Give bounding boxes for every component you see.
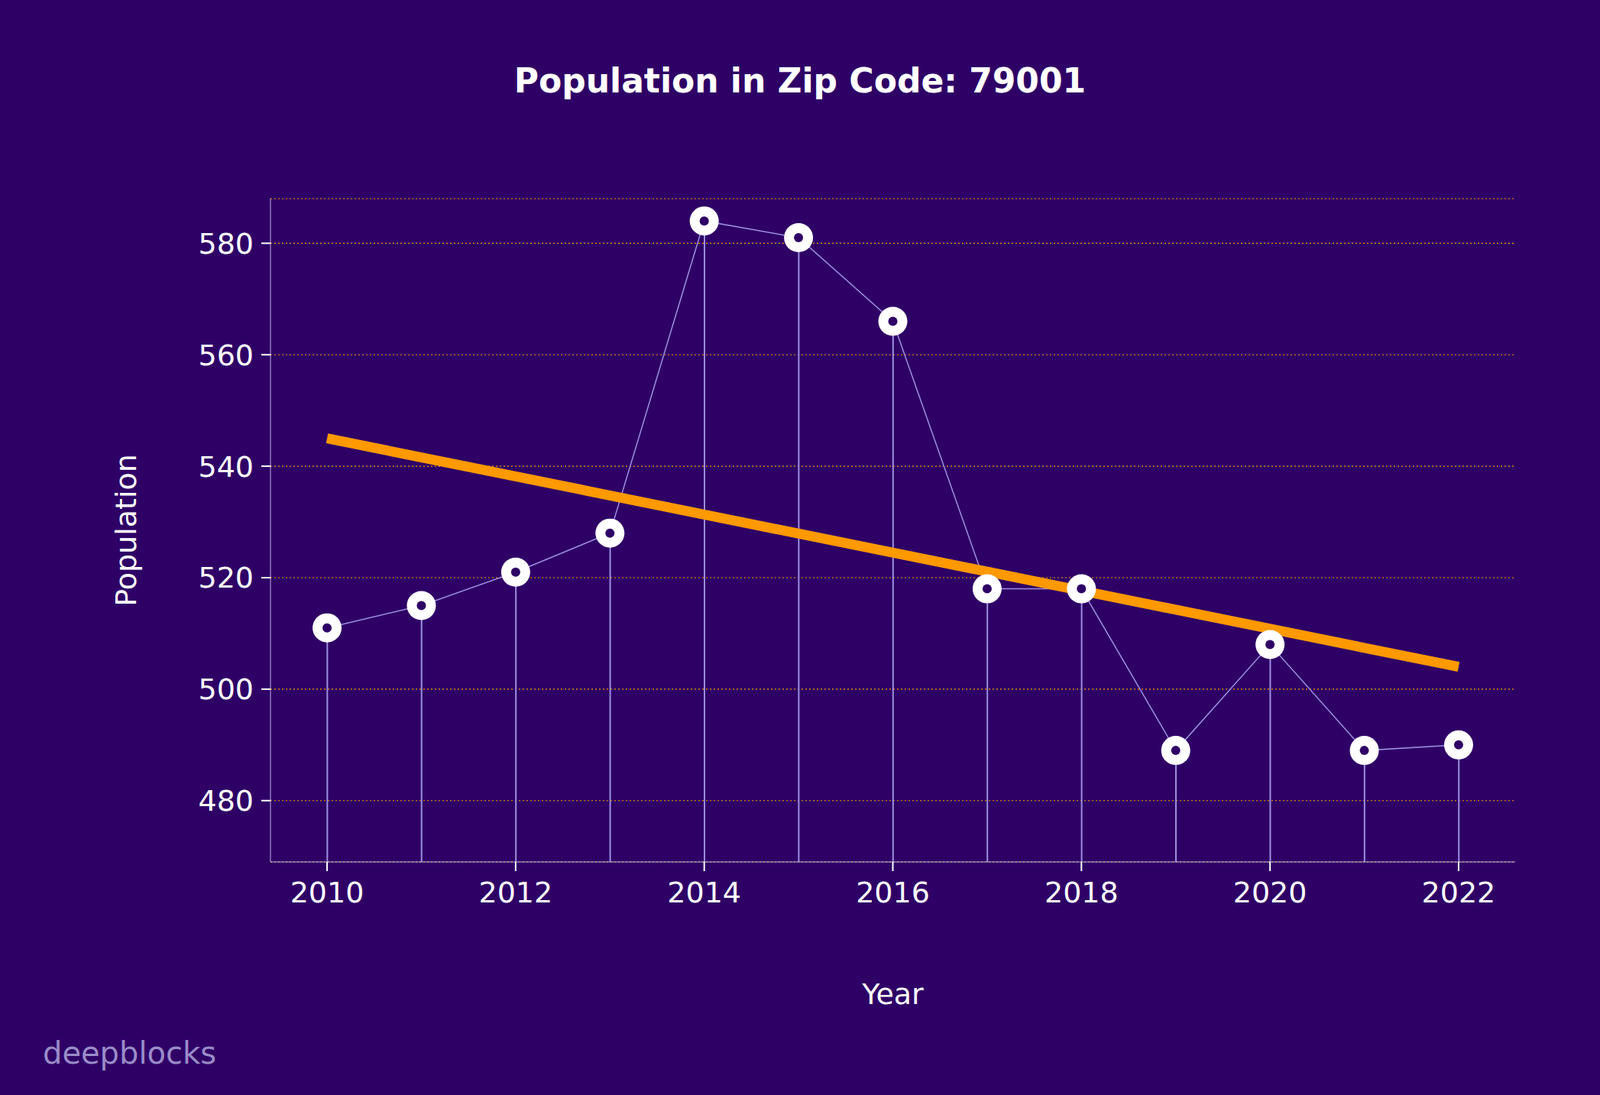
svg-text:2010: 2010 [290, 875, 365, 910]
svg-text:480: 480 [197, 783, 254, 818]
svg-text:Population: Population [109, 453, 143, 607]
svg-text:2014: 2014 [667, 875, 742, 910]
svg-text:Year: Year [861, 977, 924, 1011]
html-text:Population in Zip Code: 79001: Population in Zip Code: 79001 [514, 61, 1086, 101]
svg-text:540: 540 [197, 450, 254, 484]
svg-text:2018: 2018 [1044, 875, 1119, 910]
svg-text:2022: 2022 [1421, 875, 1497, 910]
svg-text:520: 520 [197, 560, 254, 595]
svg-text:2020: 2020 [1233, 875, 1308, 910]
svg-text:580: 580 [197, 226, 254, 261]
svg-text:560: 560 [197, 338, 254, 373]
svg-text:500: 500 [197, 672, 254, 707]
svg-text:2016: 2016 [855, 875, 930, 910]
svg-text:2012: 2012 [479, 875, 554, 910]
html-text:deepblocks: deepblocks [42, 1035, 217, 1071]
